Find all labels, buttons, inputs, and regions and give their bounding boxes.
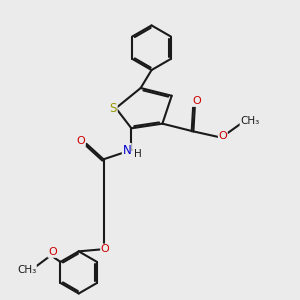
Text: CH₃: CH₃ [240,116,260,127]
Text: O: O [218,131,227,141]
Text: O: O [101,244,110,254]
Text: S: S [110,102,117,115]
Text: O: O [48,247,57,257]
Text: CH₃: CH₃ [17,265,36,275]
Text: H: H [134,149,142,159]
Text: O: O [192,96,201,106]
Text: N: N [122,143,131,157]
Text: O: O [76,136,85,146]
